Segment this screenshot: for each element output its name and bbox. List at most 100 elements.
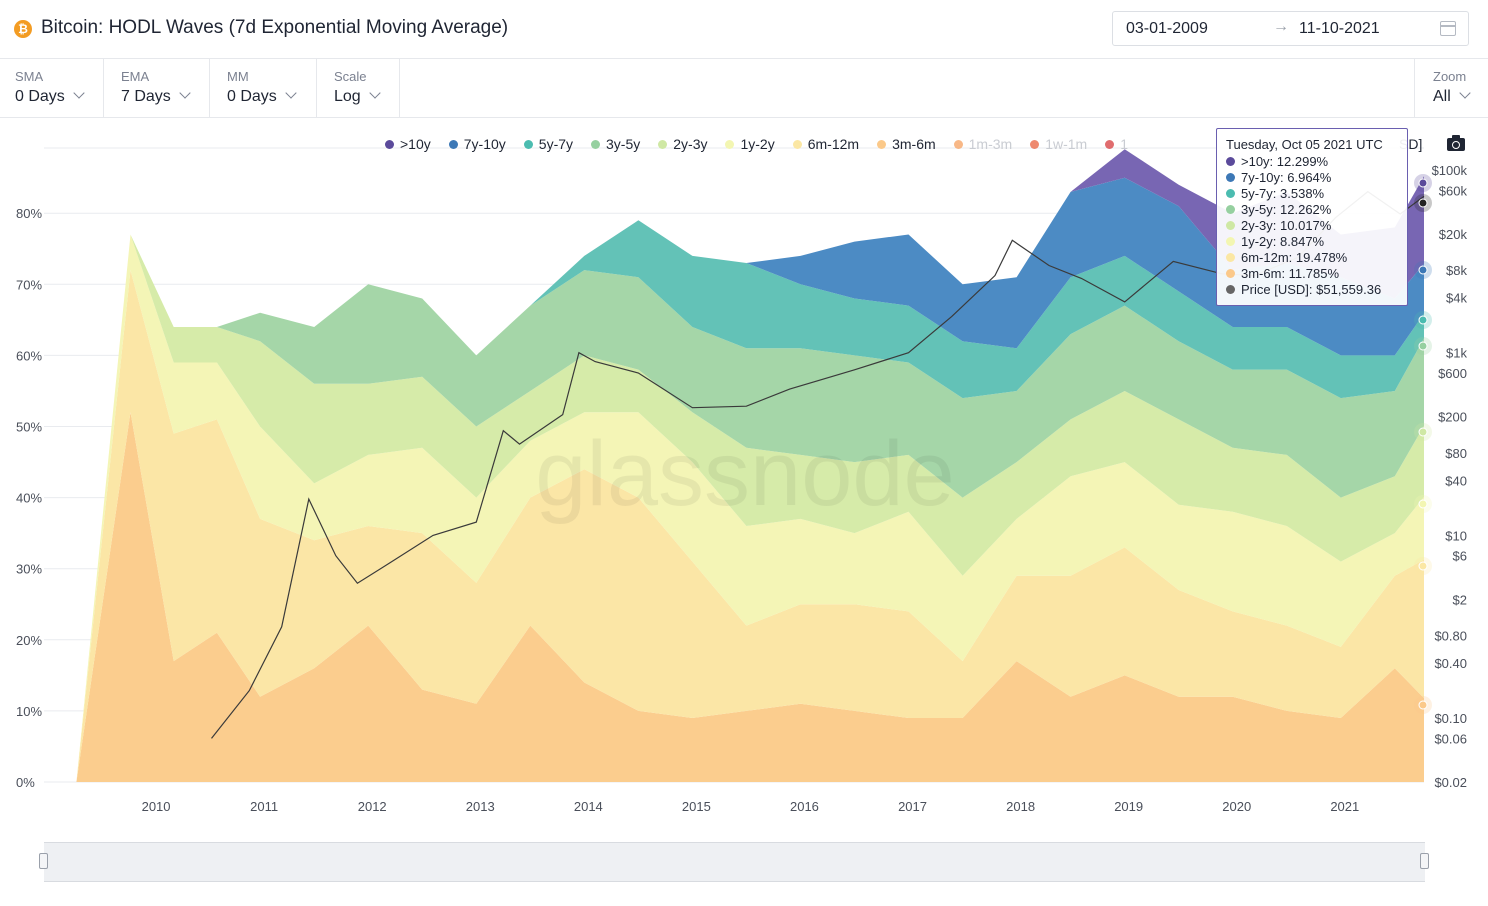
legend-swatch <box>1105 140 1115 149</box>
tooltip-swatch <box>1226 253 1235 262</box>
mm-value-text: 0 Days <box>227 88 277 105</box>
scale-value[interactable]: Log <box>334 87 381 106</box>
scale-label: Scale <box>334 69 367 84</box>
legend-item[interactable]: 1 <box>1105 136 1128 152</box>
y-right-tick-label: $0.40 <box>1434 656 1467 671</box>
tooltip-value: 8.847% <box>1280 234 1325 249</box>
legend-item[interactable]: >10y <box>385 136 431 152</box>
tooltip-label: 5y-7y: <box>1241 186 1281 201</box>
hover-marker <box>1418 427 1428 437</box>
sma-value[interactable]: 0 Days <box>15 87 85 106</box>
tooltip-row: 1y-2y: 8.847% <box>1226 234 1324 249</box>
x-tick-label: 2010 <box>142 799 171 814</box>
y-tick-label: 50% <box>16 420 42 435</box>
legend-item[interactable]: 7y-10y <box>448 136 506 152</box>
y-right-tick-label: $8k <box>1446 263 1467 278</box>
tooltip-swatch <box>1226 157 1235 166</box>
scale-value-text: Log <box>334 88 361 105</box>
bitcoin-icon: ₿ <box>14 20 32 38</box>
hover-marker <box>1418 198 1428 208</box>
hover-marker <box>1418 178 1428 188</box>
y-tick-label: 70% <box>16 277 42 292</box>
tooltip-label: 2y-3y: <box>1241 218 1281 233</box>
tooltip-value: 12.299% <box>1276 154 1329 169</box>
hover-marker <box>1418 315 1428 325</box>
zoom-value[interactable]: All <box>1433 87 1471 106</box>
calendar-icon[interactable] <box>1440 21 1456 36</box>
legend-item[interactable]: 3m-6m <box>877 136 936 152</box>
legend-label: 1y-2y <box>740 136 775 152</box>
zoom-value-text: All <box>1433 88 1451 105</box>
y-right-tick-label: $2 <box>1453 592 1467 607</box>
legend-item[interactable]: 1m-3m <box>953 136 1012 152</box>
tooltip-row: Price [USD]: $51,559.36 <box>1226 282 1381 297</box>
legend-swatch <box>523 140 533 149</box>
mm-select[interactable]: MM 0 Days <box>212 59 317 117</box>
legend-item[interactable]: 3y-5y <box>591 136 640 152</box>
legend-label: 1 <box>1120 136 1129 152</box>
legend-swatch <box>658 140 668 149</box>
legend-label: 7y-10y <box>463 136 506 152</box>
scale-select[interactable]: Scale Log <box>319 59 400 117</box>
tooltip-value: 12.262% <box>1280 202 1332 217</box>
legend-label: 5y-7y <box>538 136 574 152</box>
y-tick-label: 20% <box>16 633 42 648</box>
tooltip-value: 19.478% <box>1295 250 1348 265</box>
legend-item[interactable]: 1y-2y <box>725 136 775 152</box>
area-1y-2y <box>76 234 1424 782</box>
area-2y-3y <box>76 234 1424 782</box>
range-navigator[interactable] <box>44 842 1425 882</box>
tooltip-row: 2y-3y: 10.017% <box>1226 218 1331 233</box>
y-right-tick-label: $80 <box>1445 446 1467 461</box>
legend-item[interactable]: 1w-1m <box>1030 136 1087 152</box>
y-tick-label: 10% <box>16 704 42 719</box>
hover-marker <box>1418 561 1428 571</box>
tooltip-label: 3m-6m: <box>1241 266 1289 281</box>
tooltip-value: 3.538% <box>1280 186 1325 201</box>
legend-item[interactable]: 5y-7y <box>523 136 574 152</box>
x-tick-label: 2015 <box>682 799 711 814</box>
tooltip-label: 6m-12m: <box>1241 250 1296 265</box>
y-tick-label: 40% <box>16 491 42 506</box>
legend-item[interactable]: 2y-3y <box>658 136 707 152</box>
y-right-tick-label: $0.06 <box>1434 731 1467 746</box>
x-tick-label: 2020 <box>1222 799 1251 814</box>
legend-swatch <box>591 140 601 149</box>
legend-swatch <box>792 140 802 149</box>
y-right-tick-label: $4k <box>1446 291 1467 306</box>
x-tick-label: 2017 <box>898 799 927 814</box>
legend-item[interactable]: 6m-12m <box>792 136 860 152</box>
sma-select[interactable]: SMA 0 Days <box>0 59 104 117</box>
chart-tooltip: Tuesday, Oct 05 2021 UTC >10y: 12.299% 7y… <box>1216 128 1408 306</box>
zoom-label: Zoom <box>1433 69 1467 84</box>
page-title: Bitcoin: HODL Waves (7d Exponential Movi… <box>41 17 509 38</box>
tooltip-label: 1y-2y: <box>1241 234 1281 249</box>
legend-label: 6m-12m <box>807 136 860 152</box>
camera-icon[interactable] <box>1447 135 1465 151</box>
navigator-right-handle[interactable] <box>1420 853 1429 869</box>
ema-select[interactable]: EMA 7 Days <box>106 59 210 117</box>
x-tick-label: 2019 <box>1114 799 1143 814</box>
legend-swatch <box>385 140 394 149</box>
tooltip-row: 3y-5y: 12.262% <box>1226 202 1331 217</box>
mm-value[interactable]: 0 Days <box>227 87 297 106</box>
ema-value[interactable]: 7 Days <box>121 87 191 106</box>
y-right-tick-label: $40 <box>1445 473 1467 488</box>
area-3m-6m <box>76 412 1424 782</box>
date-start-input[interactable]: 03-01-2009 <box>1126 20 1208 37</box>
navigator-left-handle[interactable] <box>39 853 48 869</box>
ema-value-text: 7 Days <box>121 88 171 105</box>
tooltip-row: 7y-10y: 6.964% <box>1226 170 1331 185</box>
y-tick-label: 0% <box>16 775 35 790</box>
sma-value-text: 0 Days <box>15 88 65 105</box>
x-tick-label: 2014 <box>574 799 603 814</box>
y-right-tick-label: $60k <box>1439 183 1468 198</box>
tooltip-value: $51,559.36 <box>1316 282 1382 297</box>
legend-label: 2y-3y <box>673 136 708 152</box>
date-range-picker[interactable]: 03-01-2009 → 11-10-2021 <box>1112 11 1469 46</box>
x-tick-label: 2016 <box>790 799 819 814</box>
zoom-select[interactable]: Zoom All <box>1414 59 1488 117</box>
tooltip-swatch <box>1226 237 1235 246</box>
date-end-input[interactable]: 11-10-2021 <box>1299 20 1380 37</box>
legend-label: 3m-6m <box>892 136 936 152</box>
